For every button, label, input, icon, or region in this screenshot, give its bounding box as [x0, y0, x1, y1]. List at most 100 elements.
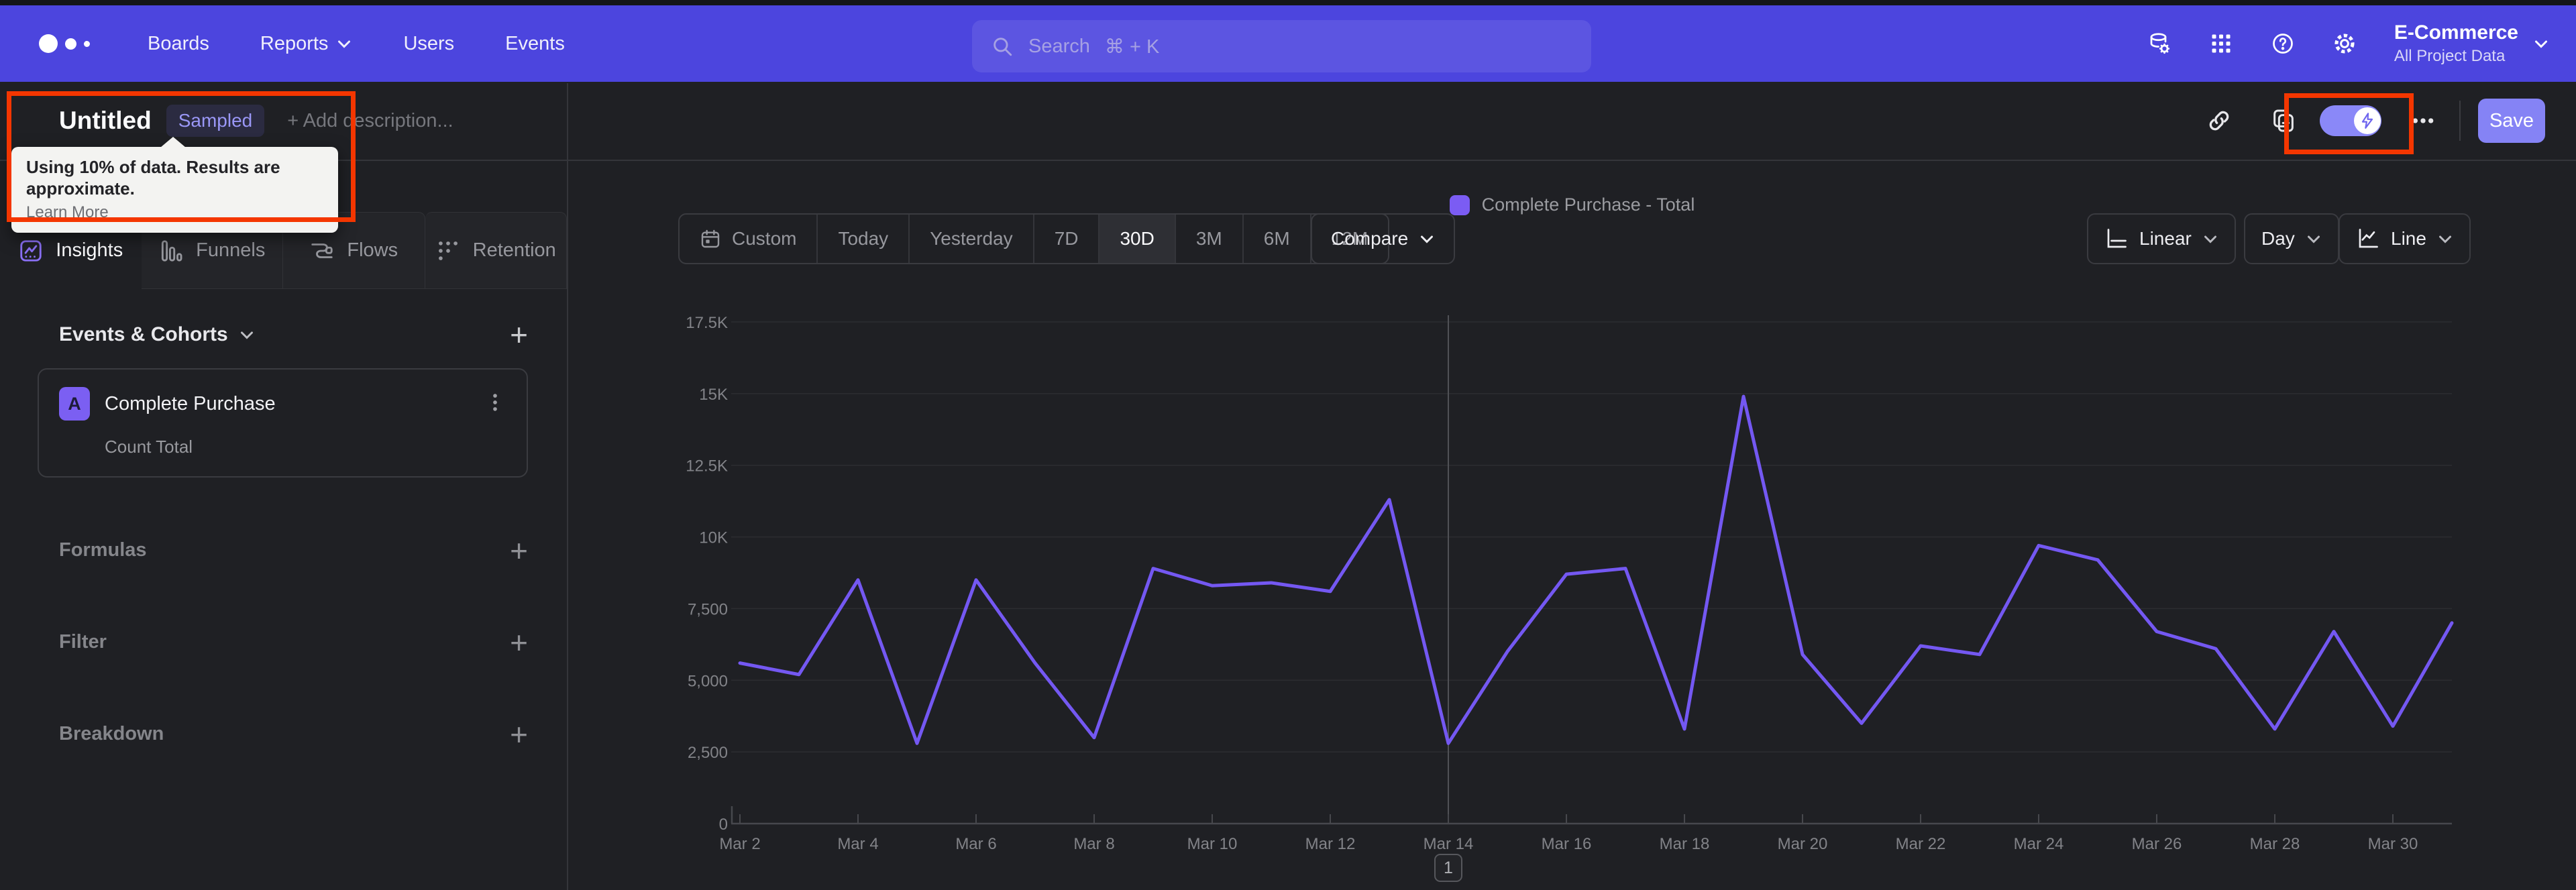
y-axis-tick-label: 15K	[699, 386, 728, 404]
share-link-icon[interactable]	[2206, 107, 2233, 134]
section-title-label: Events & Cohorts	[59, 323, 228, 345]
line-chart-icon	[2359, 229, 2378, 248]
tab-label: Flows	[347, 239, 398, 261]
help-icon[interactable]	[2252, 32, 2314, 56]
line-chart[interactable]: 0 2,500 5,000 7,500 10K 12.5K 15K 17.5K Mar 2 Mar…	[637, 309, 2516, 890]
tooltip-text: Using 10% of data. Results are approxima…	[26, 157, 280, 199]
range-label: 12M	[1331, 228, 1368, 249]
chart-type-dropdown[interactable]: Line	[2339, 213, 2471, 264]
x-axis-tick-label: Mar 24	[2014, 835, 2064, 853]
y-axis-tick-label: 17.5K	[686, 314, 728, 332]
legend-swatch	[1449, 194, 1470, 215]
x-axis-tick-label: Mar 18	[1660, 835, 1710, 853]
range-yesterday[interactable]: Yesterday	[910, 215, 1034, 263]
add-event-button[interactable]: +	[510, 317, 528, 352]
divider	[2459, 101, 2461, 141]
breakdown-section: Breakdown +	[59, 688, 528, 780]
range-label: 7D	[1054, 228, 1079, 249]
add-breakdown-button[interactable]: +	[510, 716, 528, 752]
sampling-toggle[interactable]	[2320, 105, 2381, 136]
toggle-knob	[2354, 107, 2381, 134]
formulas-section: Formulas +	[59, 504, 528, 596]
more-options-icon[interactable]	[2410, 107, 2436, 134]
range-3m[interactable]: 3M	[1176, 215, 1244, 263]
chart-controls: Custom Today Yesterday 7D 30D 3M 6M 12M …	[568, 213, 2576, 264]
formulas-label: Formulas	[59, 539, 147, 561]
search-icon	[994, 38, 1012, 56]
x-axis-tick-label: Mar 4	[837, 835, 878, 853]
nav-item-users[interactable]: Users	[378, 5, 480, 82]
tab-retention[interactable]: Retention	[425, 212, 567, 289]
search-input[interactable]: Search ⌘ + K	[972, 20, 1591, 72]
red-highlight-box-toggle	[2284, 93, 2414, 154]
x-axis-tick-label: Mar 16	[1542, 835, 1592, 853]
range-label: Yesterday	[930, 228, 1013, 249]
sidebar-content: Events & Cohorts + A Complete Purchase C…	[0, 289, 566, 890]
save-button[interactable]: Save	[2478, 99, 2545, 143]
add-description-button[interactable]: + Add description...	[287, 109, 453, 131]
filter-label: Filter	[59, 631, 107, 653]
top-nav-bar: Boards Reports Users Events Search ⌘ + K	[0, 0, 2576, 82]
nav-item-label: Boards	[148, 32, 209, 54]
event-name: Complete Purchase	[105, 392, 276, 414]
events-cohorts-title[interactable]: Events & Cohorts	[59, 323, 255, 346]
search-shortcut: ⌘ + K	[1104, 36, 1160, 58]
scale-label: Linear	[2139, 228, 2192, 249]
chevron-down-icon[interactable]	[2533, 36, 2549, 52]
x-axis-tick-label: Mar 8	[1073, 835, 1114, 853]
chart-type-label: Line	[2391, 228, 2426, 249]
tab-label: Funnels	[196, 239, 266, 261]
nav-item-label: Users	[403, 32, 455, 54]
insights-icon	[20, 239, 42, 262]
range-7d[interactable]: 7D	[1034, 215, 1100, 263]
data-management-icon[interactable]	[2129, 32, 2190, 56]
settings-gear-icon[interactable]	[2314, 32, 2375, 56]
project-switcher[interactable]: E-Commerce All Project Data	[2394, 21, 2518, 66]
event-metric-selector[interactable]: Count Total	[105, 437, 193, 457]
chart-legend: Complete Purchase - Total	[568, 194, 2576, 215]
date-range-group: Custom Today Yesterday 7D 30D 3M 6M 12M	[678, 213, 1390, 264]
nav-right-cluster: E-Commerce All Project Data	[2129, 5, 2549, 82]
event-more-icon[interactable]	[484, 391, 506, 417]
report-title[interactable]: Untitled	[59, 107, 152, 134]
annotation-marker[interactable]: 1	[1434, 854, 1462, 882]
query-sidebar: Insights Funnels Flows Retention Events …	[0, 83, 568, 890]
x-axis-tick-label: Mar 12	[1305, 835, 1356, 853]
filter-section: Filter +	[59, 596, 528, 688]
breakdown-label: Breakdown	[59, 723, 164, 744]
series-line[interactable]	[738, 394, 2454, 745]
funnels-icon	[162, 239, 182, 262]
apps-grid-icon[interactable]	[2190, 32, 2252, 56]
chevron-down-icon	[2438, 235, 2451, 243]
add-filter-button[interactable]: +	[510, 624, 528, 660]
scale-dropdown[interactable]: Linear	[2087, 213, 2236, 264]
granularity-dropdown[interactable]: Day	[2244, 213, 2339, 264]
x-axis-tick-label: Mar 30	[2368, 835, 2418, 853]
x-axis-tick-label: Mar 20	[1778, 835, 1828, 853]
project-name: E-Commerce	[2394, 21, 2518, 44]
calendar-icon	[701, 229, 720, 248]
range-6m[interactable]: 6M	[1244, 215, 1311, 263]
search-placeholder: Search	[1028, 35, 1090, 57]
event-letter-badge: A	[59, 387, 90, 421]
range-30d[interactable]: 30D	[1099, 215, 1176, 263]
event-card[interactable]: A Complete Purchase Count Total	[38, 368, 528, 478]
retention-icon	[438, 241, 458, 260]
add-formula-button[interactable]: +	[510, 533, 528, 568]
nav-item-boards[interactable]: Boards	[122, 5, 235, 82]
y-axis-tick-label: 2,500	[688, 744, 728, 762]
nav-item-reports[interactable]: Reports	[235, 5, 378, 82]
chevron-down-icon	[2307, 235, 2320, 243]
mixpanel-logo-icon[interactable]	[39, 34, 90, 53]
event-row: A Complete Purchase	[59, 387, 506, 421]
range-custom[interactable]: Custom	[680, 215, 818, 263]
nav-item-events[interactable]: Events	[480, 5, 590, 82]
lightning-bolt-icon	[2361, 113, 2373, 129]
range-label: Today	[838, 228, 889, 249]
sampled-badge[interactable]: Sampled	[166, 105, 265, 137]
compare-dropdown[interactable]: Compare	[1311, 213, 1456, 264]
linear-axis-icon	[2107, 229, 2127, 248]
range-12m[interactable]: 12M	[1311, 215, 1388, 263]
chevron-down-icon	[2204, 235, 2216, 243]
range-today[interactable]: Today	[818, 215, 910, 263]
